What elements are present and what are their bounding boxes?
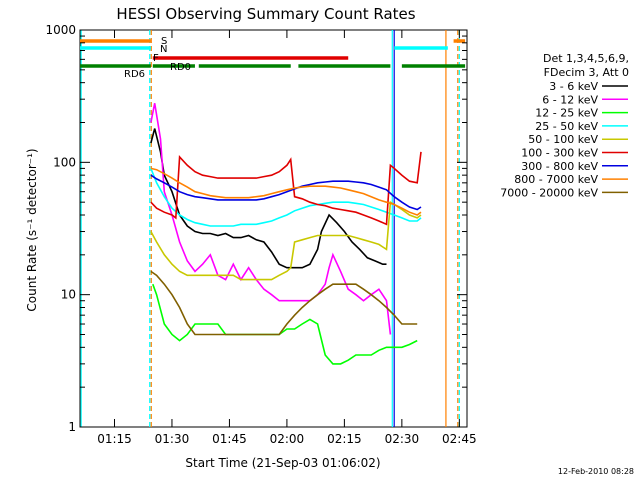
flag-label-rd6: RD6 bbox=[124, 69, 145, 80]
legend-label-3: 25 - 50 keV bbox=[535, 120, 598, 133]
flag-label-rd0: RD0 bbox=[170, 62, 191, 73]
series-line-1 bbox=[150, 103, 392, 335]
footer-date: 12-Feb-2010 08:28 bbox=[558, 467, 634, 476]
chart-title: HESSI Observing Summary Count Rates bbox=[116, 5, 415, 23]
legend-header-line-2: FDecim 3, Att 0 bbox=[544, 66, 629, 79]
x-tick-label-2: 01:45 bbox=[212, 432, 247, 446]
series-line-2 bbox=[152, 283, 418, 365]
legend-label-5: 100 - 300 keV bbox=[521, 147, 598, 160]
y-tick-label-0: 1 bbox=[68, 420, 76, 434]
x-axis-label: Start Time (21-Sep-03 01:06:02) bbox=[185, 456, 380, 470]
flag-label-n: N bbox=[160, 44, 167, 55]
y-tick-label-3: 1000 bbox=[45, 23, 76, 37]
series-group bbox=[150, 103, 422, 365]
flag-bars: SNF RD0 RD6 bbox=[80, 36, 466, 80]
series-line-5 bbox=[150, 151, 422, 226]
y-tick-label-2: 100 bbox=[53, 155, 76, 169]
series-line-0 bbox=[150, 128, 387, 269]
legend-label-2: 12 - 25 keV bbox=[535, 107, 598, 120]
flag-label-s: S bbox=[161, 36, 167, 47]
x-tick-label-1: 01:30 bbox=[155, 432, 190, 446]
series-line-8 bbox=[150, 270, 418, 336]
series-line-4 bbox=[150, 200, 422, 281]
x-tick-label-0: 01:15 bbox=[97, 432, 132, 446]
x-tick-label-6: 02:45 bbox=[442, 432, 477, 446]
plot-frame bbox=[79, 29, 468, 428]
legend-label-1: 6 - 12 keV bbox=[542, 93, 598, 106]
flag-label-f: F bbox=[153, 53, 159, 64]
x-tick-label-5: 02:30 bbox=[385, 432, 420, 446]
vertical-markers bbox=[80, 30, 460, 427]
legend-label-4: 50 - 100 keV bbox=[528, 133, 598, 146]
legend-label-8: 7000 - 20000 keV bbox=[500, 186, 598, 199]
x-tick-label-4: 02:15 bbox=[327, 432, 362, 446]
y-axis-label: Count Rate (s⁻¹ detector⁻¹) bbox=[25, 148, 39, 311]
plot-area: SNF RD0 RD6 01:15 01:30 01:45 02:00 02:15 02:30… bbox=[45, 23, 476, 446]
legend: Det 1,3,4,5,6,9, FDecim 3, Att 0 3 - 6 k… bbox=[500, 52, 629, 199]
y-tick-label-1: 10 bbox=[61, 288, 76, 302]
legend-label-6: 300 - 800 keV bbox=[521, 160, 598, 173]
series-line-7 bbox=[150, 167, 422, 216]
series-line-3 bbox=[150, 168, 422, 227]
legend-label-0: 3 - 6 keV bbox=[549, 80, 598, 93]
series-line-6 bbox=[150, 174, 422, 211]
legend-header-line-1: Det 1,3,4,5,6,9, bbox=[543, 52, 629, 65]
axis-ticks: 01:15 01:30 01:45 02:00 02:15 02:30 02:45 1 10 10… bbox=[45, 23, 476, 446]
legend-label-7: 800 - 7000 keV bbox=[514, 173, 598, 186]
x-tick-label-3: 02:00 bbox=[270, 432, 305, 446]
